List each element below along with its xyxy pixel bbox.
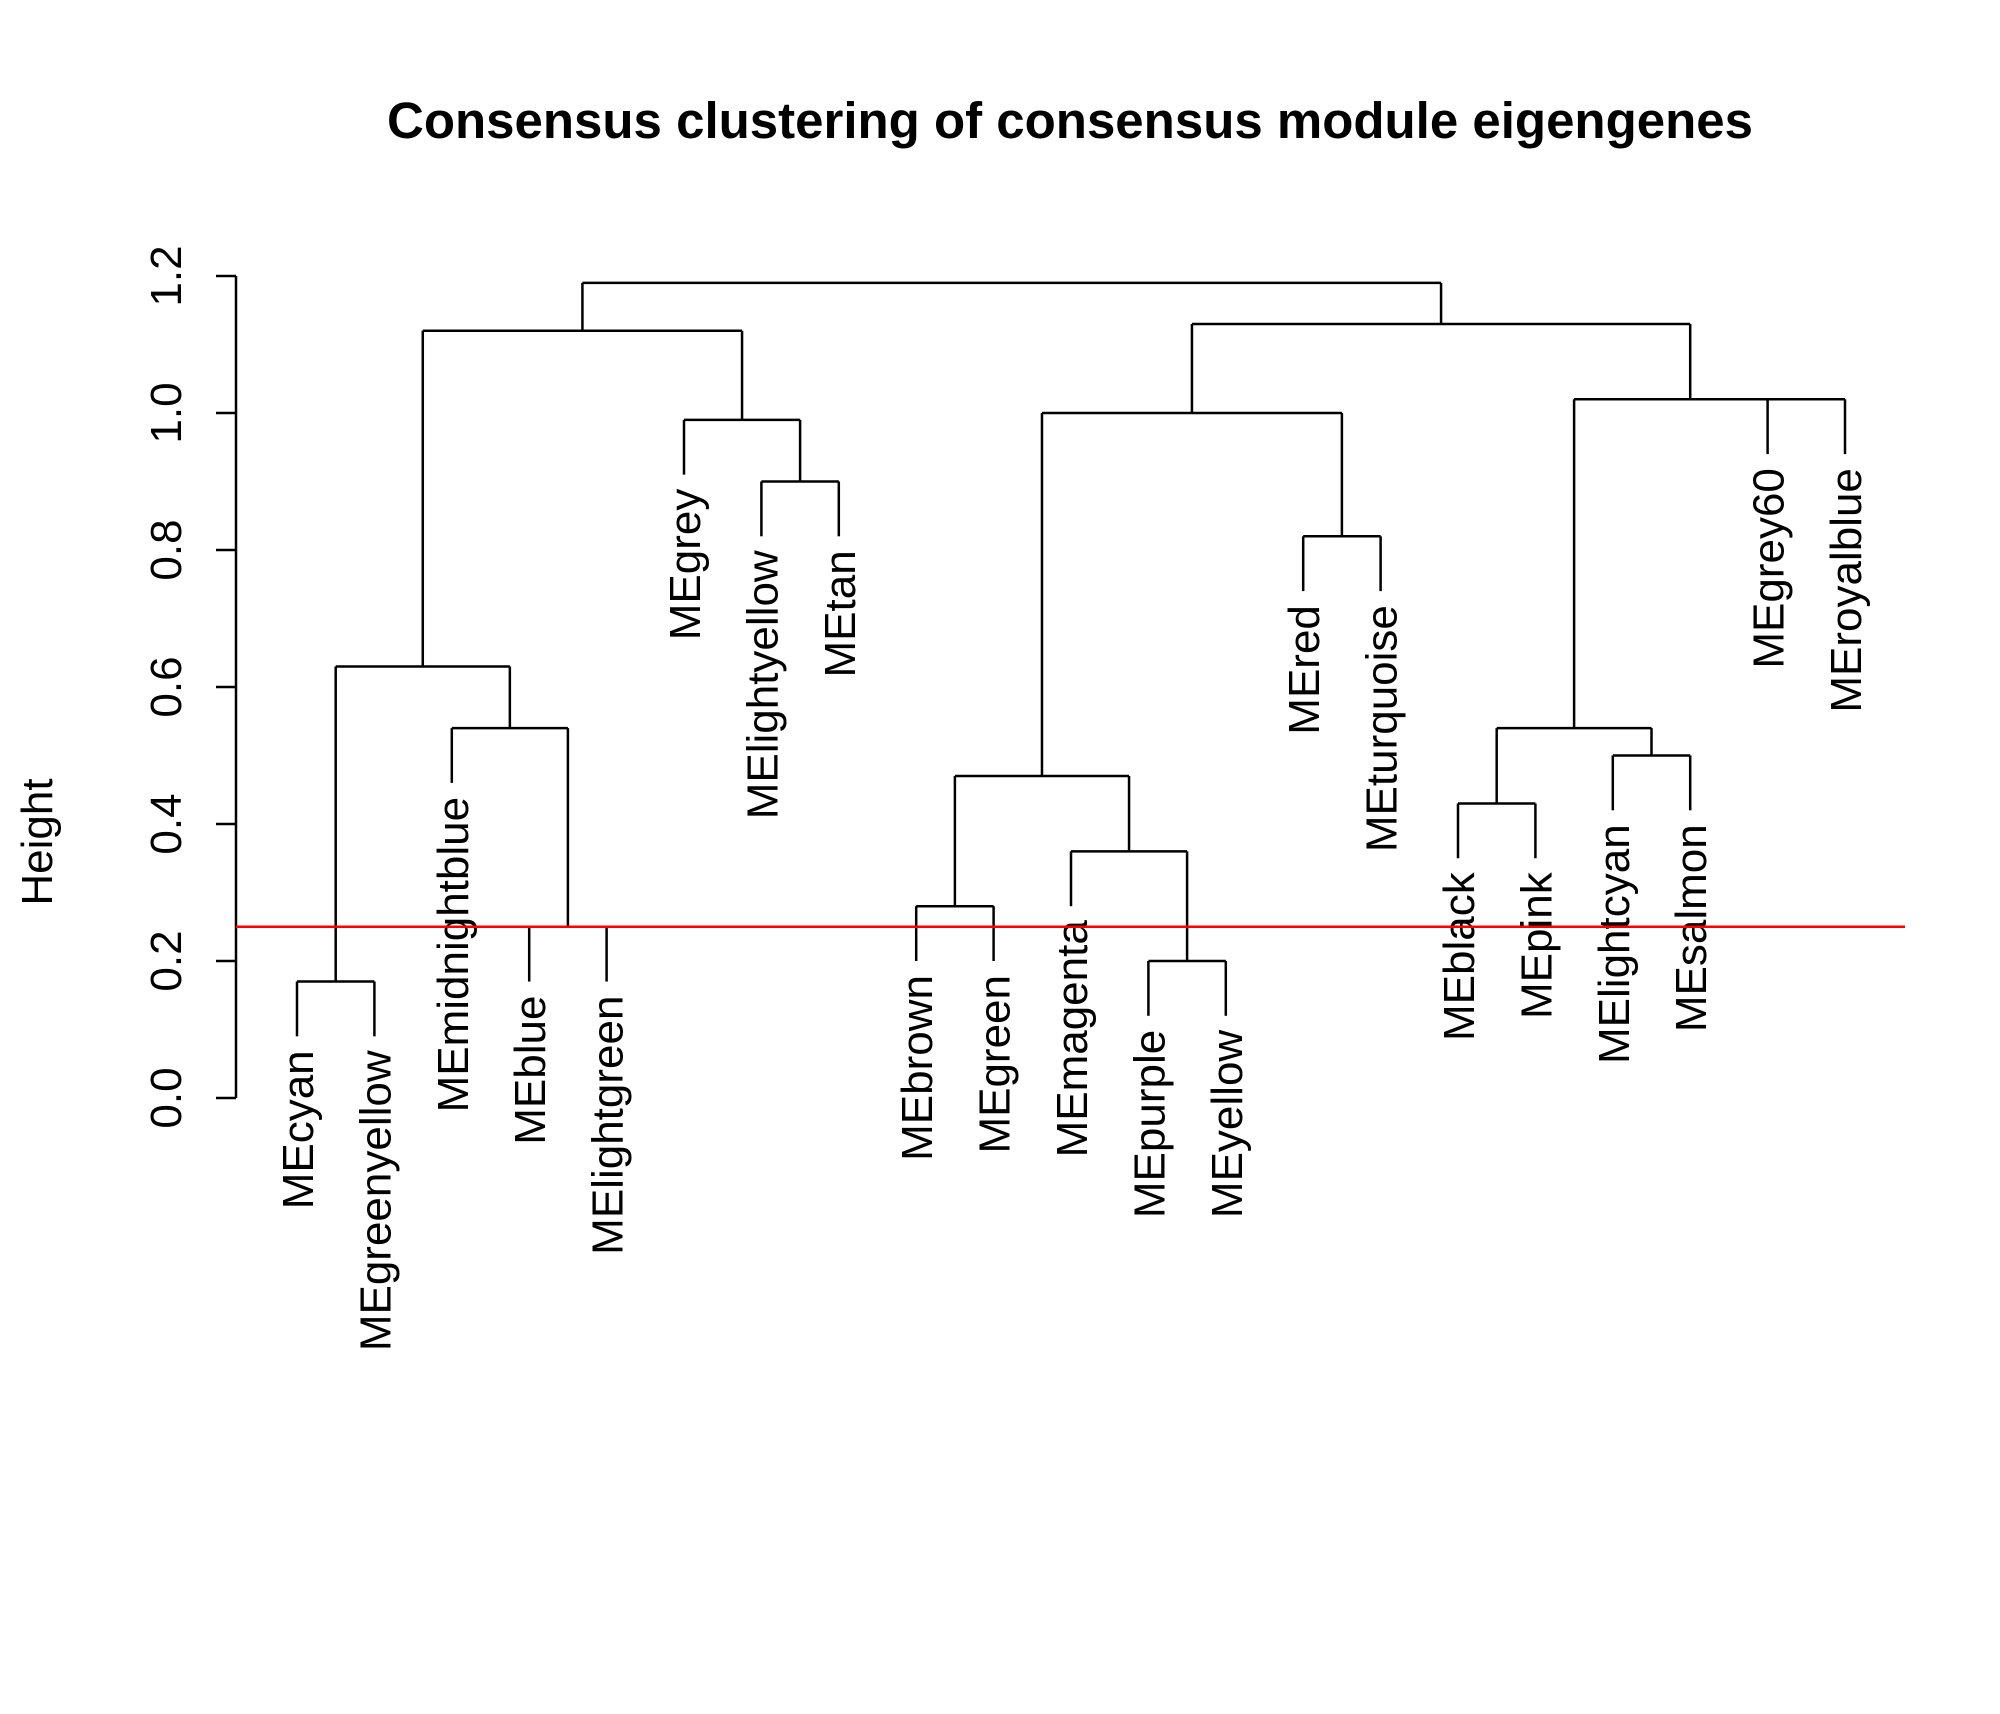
- leaf-label: MElightcyan: [1590, 824, 1639, 1064]
- y-tick-label: 0.0: [142, 1067, 191, 1128]
- leaf-labels: MEcyan MEgreenyellow MEmidnightblue MEblue M…: [274, 468, 1871, 1351]
- leaf-label: MElightgreen: [584, 996, 633, 1255]
- leaf-label: MEgreenyellow: [351, 1050, 400, 1351]
- leaf-label: MEred: [1280, 605, 1329, 735]
- leaf-label: MEturquoise: [1358, 605, 1407, 852]
- y-tick-label: 0.8: [142, 519, 191, 580]
- leaf-label: MEtan: [816, 550, 865, 677]
- leaf-label: MEmidnightblue: [429, 797, 478, 1113]
- y-tick-label: 0.2: [142, 930, 191, 991]
- leaf-label: MEmagenta: [1048, 920, 1097, 1158]
- y-tick-label: 0.6: [142, 656, 191, 717]
- y-axis-label: Height: [13, 778, 62, 905]
- y-tick-label: 1.2: [142, 245, 191, 306]
- leaf-label: MEpink: [1512, 871, 1561, 1019]
- leaf-label: MEcyan: [274, 1050, 323, 1209]
- leaf-label: MEgreen: [971, 975, 1020, 1154]
- leaf-label: MEgrey: [661, 489, 710, 641]
- chart-title: Consensus clustering of consensus module…: [387, 92, 1753, 149]
- leaf-label: MEyellow: [1203, 1030, 1252, 1218]
- leaf-label: MEgrey60: [1745, 468, 1794, 669]
- leaf-label: MElightyellow: [738, 550, 787, 819]
- y-tick-label: 1.0: [142, 382, 191, 443]
- leaf-label: MEblack: [1435, 871, 1484, 1041]
- y-axis: 0.0 0.2 0.4 0.6 0.8 1.0 1.2: [142, 245, 238, 1129]
- leaf-label: MEblue: [506, 996, 555, 1145]
- leaf-label: MEsalmon: [1667, 824, 1716, 1032]
- leaf-label: MEroyalblue: [1822, 468, 1871, 713]
- y-tick-label: 0.4: [142, 793, 191, 854]
- leaf-label: MEpurple: [1125, 1030, 1174, 1218]
- leaf-label: MEbrown: [893, 975, 942, 1161]
